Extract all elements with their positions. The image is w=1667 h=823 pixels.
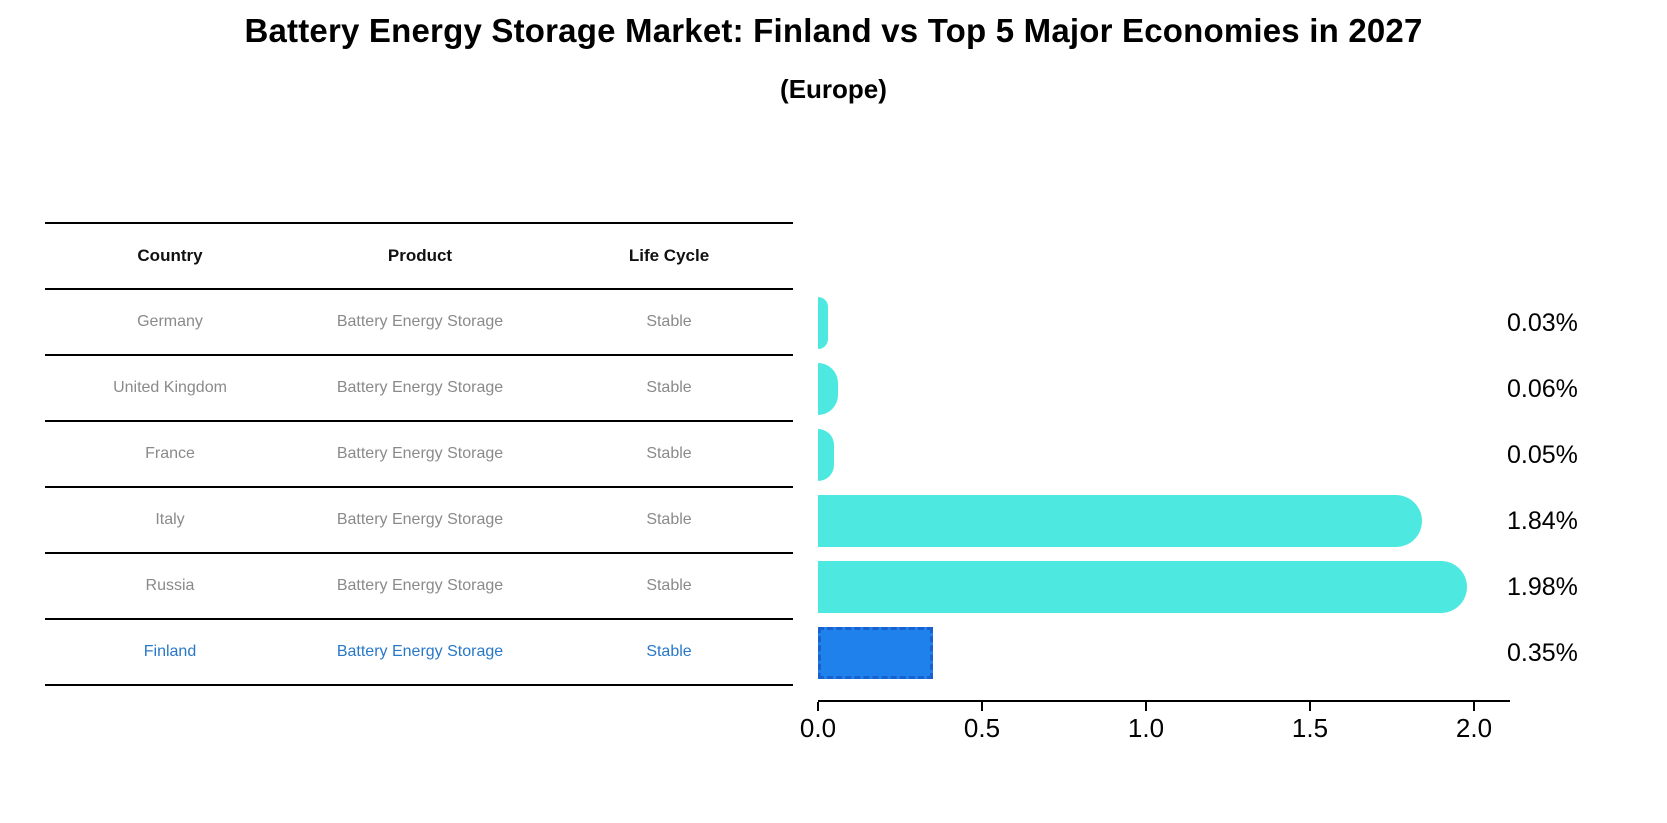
x-tick-mark [817,702,819,711]
x-tick-label: 0.0 [799,713,837,743]
table-cell-product: Battery Energy Storage [336,313,504,330]
chart-subtitle: (Europe) [780,74,887,104]
table-row: Finland Battery Energy Storage Stable [45,620,793,686]
table-header-country: Country [137,246,203,265]
bar-value-label: 1.98% [1507,572,1578,601]
table-row: United Kingdom Battery Energy Storage St… [45,356,793,422]
table-cell-country: United Kingdom [113,379,227,396]
bar [818,627,933,679]
x-axis-line [818,700,1510,702]
table-cell-country: France [145,445,195,462]
country-table-body: Germany Battery Energy Storage Stable Un… [45,290,793,686]
bar-chart-plot-area [818,290,1528,686]
bar [818,297,828,349]
table-cell-life-cycle: Stable [646,577,692,594]
bar-value-label: 0.03% [1507,308,1578,337]
table-cell-country: Russia [145,577,195,594]
bar-row [818,488,1528,554]
value-label-column: 0.03% 0.06% 0.05% 1.84% 1.98% 0.35% [1507,290,1657,686]
table-cell-product: Battery Energy Storage [336,643,504,660]
bar-value-label: 0.35% [1507,638,1578,667]
bar [818,363,838,415]
bar-row [818,290,1528,356]
table-row: Italy Battery Energy Storage Stable [45,488,793,554]
table-cell-life-cycle: Stable [646,511,692,528]
x-tick-label: 1.5 [1291,713,1329,743]
table-row: France Battery Energy Storage Stable [45,422,793,488]
table-cell-country: Italy [155,511,185,528]
bar [818,429,834,481]
bar-row [818,554,1528,620]
x-tick-mark [1145,702,1147,711]
bar [818,561,1467,613]
x-tick-label: 1.0 [1127,713,1165,743]
x-tick-mark [981,702,983,711]
country-table: Country Product Life Cycle Germany Batte… [45,222,793,686]
bar-row [818,422,1528,488]
table-cell-life-cycle: Stable [646,445,692,462]
x-tick-mark [1309,702,1311,711]
table-header-product: Product [387,246,453,265]
x-tick-mark [1473,702,1475,711]
chart-title: Battery Energy Storage Market: Finland v… [244,12,1423,49]
x-tick-label: 2.0 [1455,713,1493,743]
table-header-life-cycle: Life Cycle [628,246,710,265]
table-cell-country: Finland [143,643,197,660]
table-cell-product: Battery Energy Storage [336,379,504,396]
bar [818,495,1422,547]
table-cell-life-cycle: Stable [646,643,692,660]
table-header-row: Country Product Life Cycle [45,222,793,290]
table-cell-country: Germany [137,313,203,330]
table-cell-product: Battery Energy Storage [336,445,504,462]
table-cell-life-cycle: Stable [646,379,692,396]
table-cell-product: Battery Energy Storage [336,511,504,528]
bar-value-label: 1.84% [1507,506,1578,535]
bar-value-label: 0.06% [1507,374,1578,403]
table-cell-product: Battery Energy Storage [336,577,504,594]
bar-row [818,356,1528,422]
table-row: Russia Battery Energy Storage Stable [45,554,793,620]
bar-row [818,620,1528,686]
bar-value-label: 0.05% [1507,440,1578,469]
x-tick-label: 0.5 [963,713,1001,743]
table-row: Germany Battery Energy Storage Stable [45,290,793,356]
table-cell-life-cycle: Stable [646,313,692,330]
